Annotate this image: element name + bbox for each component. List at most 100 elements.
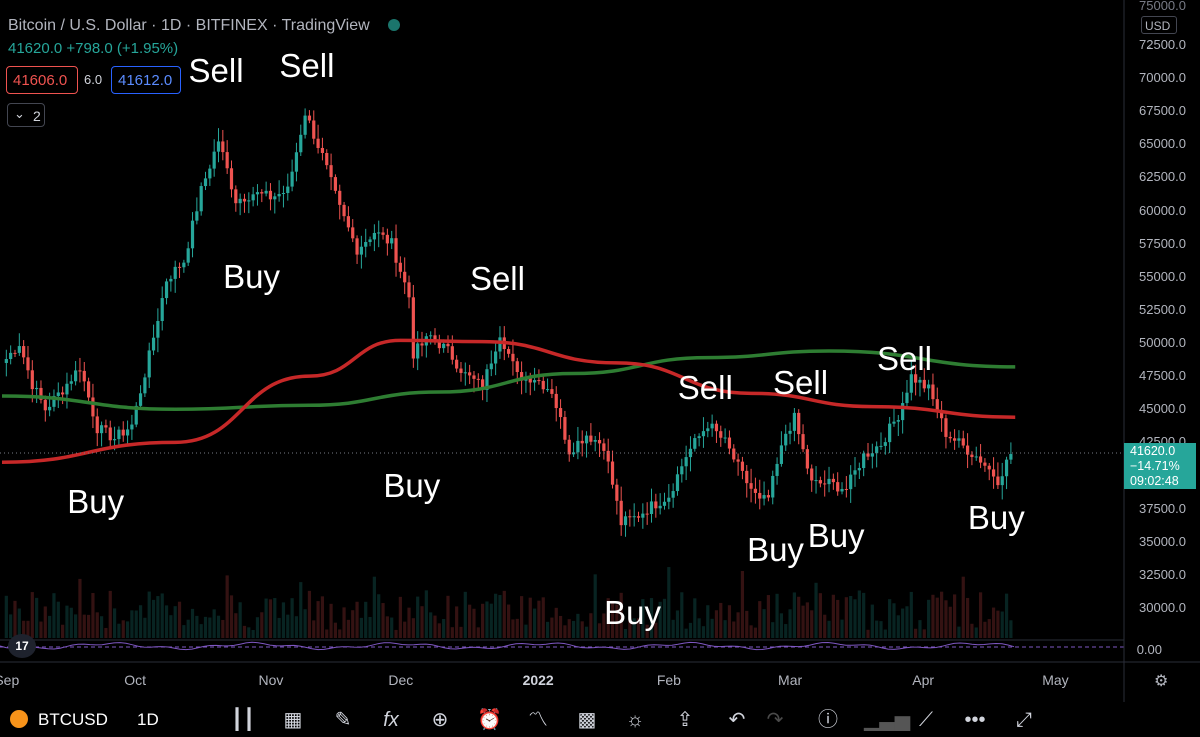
interval-button[interactable]: 1D: [137, 710, 159, 729]
volume-bar: [156, 596, 160, 638]
candle-body: [719, 431, 723, 438]
volume-bar: [970, 623, 974, 638]
symbol-legend[interactable]: Bitcoin / U.S. Dollar · 1D · BITFINEX · …: [8, 17, 401, 35]
current-price-label: 41620.0 −14.71% 09:02:48: [1124, 443, 1196, 489]
candle-body: [4, 359, 8, 363]
candle-body: [342, 204, 346, 217]
candle-body: [125, 429, 130, 436]
lightbulb-icon[interactable]: ☼: [625, 709, 645, 731]
volume-bar: [615, 604, 619, 638]
candle-body: [398, 262, 402, 272]
price-tick: 72500.0: [1139, 36, 1186, 52]
volume-bar: [377, 594, 381, 638]
volume-bar: [753, 627, 758, 638]
candle-body: [628, 516, 632, 518]
candle-body: [541, 380, 545, 390]
trend-lines-icon[interactable]: ⟋: [919, 709, 933, 731]
candle-body: [281, 193, 286, 195]
volume-bar: [9, 614, 13, 638]
symbol-title: Bitcoin / U.S. Dollar: [8, 17, 147, 34]
candles-icon[interactable]: ┃┃: [231, 709, 256, 731]
time-tick: Dec: [388, 672, 414, 688]
share-icon[interactable]: ⇪: [676, 709, 694, 731]
layout-grid-icon[interactable]: ▩: [577, 709, 597, 731]
indicators-toggle[interactable]: ⌄ 2: [7, 103, 45, 127]
currency-selector[interactable]: USD ⌄: [1141, 16, 1177, 51]
volume-bar: [528, 597, 532, 638]
drawing-pen-icon[interactable]: ✎: [334, 709, 352, 731]
volume-bar: [636, 618, 641, 638]
candle-body: [333, 177, 338, 191]
volume-bar: [78, 578, 82, 638]
candle-body: [277, 193, 281, 197]
candle-body: [866, 453, 870, 457]
candle-body: [307, 115, 312, 121]
candle-body: [325, 152, 329, 166]
volume-bar: [390, 617, 394, 638]
alarm-clock-icon[interactable]: ⏰: [477, 709, 502, 731]
fullscreen-expand-icon[interactable]: ⤢: [1016, 709, 1032, 731]
info-icon[interactable]: ⓘ: [818, 709, 838, 731]
price-tick: 55000.0: [1139, 268, 1186, 284]
candle-body: [225, 152, 229, 169]
settings-gear-icon[interactable]: ⚙: [1154, 673, 1169, 690]
volume-bar: [909, 591, 913, 638]
volume-bar: [1004, 593, 1009, 638]
volume-bar: [411, 618, 415, 638]
volume-bar: [857, 590, 861, 638]
ma-short-line: [1, 338, 1016, 464]
price-tick: 57500.0: [1139, 235, 1186, 251]
volume-bar: [476, 627, 480, 638]
volume-bar: [416, 596, 420, 638]
volume-bar: [896, 615, 900, 638]
candle-body: [203, 178, 208, 187]
candle-body: [831, 478, 835, 483]
candle-body: [931, 384, 935, 400]
bar-stats-icon[interactable]: ▁▃▅: [864, 709, 911, 731]
candle-body: [190, 220, 195, 249]
candle-body: [606, 450, 610, 462]
candle-body: [238, 198, 242, 204]
candle-body: [593, 439, 597, 442]
volume-bar: [472, 608, 476, 638]
volume-bar: [65, 605, 69, 638]
candle-body: [429, 335, 433, 337]
candle-body: [658, 505, 662, 509]
candle-body: [463, 372, 467, 374]
sell-annotation: Sell: [469, 260, 525, 298]
market-status-icon: [388, 19, 401, 31]
candle-body: [173, 266, 177, 279]
chart-compare-icon[interactable]: 〽: [528, 709, 548, 731]
candle-body: [407, 282, 411, 298]
undo-icon[interactable]: ↶: [728, 709, 746, 731]
buy-price-button[interactable]: 41612.0: [111, 66, 181, 94]
candle-body: [147, 350, 151, 378]
sell-price-button[interactable]: 41606.0: [6, 66, 78, 94]
volume-bar: [706, 605, 710, 638]
volume-bar: [987, 619, 991, 638]
volume-bar: [831, 594, 835, 638]
more-dots-icon[interactable]: •••: [964, 709, 986, 731]
add-plus-icon[interactable]: ⊕: [431, 709, 449, 731]
indicators-fx-icon[interactable]: fx: [383, 709, 399, 731]
candle-body: [273, 196, 277, 200]
candle-body: [346, 216, 350, 228]
candle-body: [563, 417, 567, 440]
candle-body: [667, 497, 671, 502]
candle-body: [688, 448, 693, 458]
volume-bar: [571, 620, 576, 638]
symbol-search-button[interactable]: BTCUSD: [38, 710, 108, 729]
candle-body: [216, 141, 221, 152]
bitcoin-icon: [10, 710, 28, 728]
sell-annotation: Sell: [677, 369, 733, 407]
volume-bar: [450, 627, 454, 638]
candle-body: [437, 340, 441, 349]
candle-body: [411, 297, 415, 359]
replay-calendar-icon[interactable]: ▦: [283, 709, 303, 731]
candle-body: [108, 427, 112, 441]
volume-bar: [346, 619, 350, 638]
volume-bar: [948, 606, 952, 638]
redo-icon[interactable]: ↷: [766, 709, 784, 731]
volume-bar: [991, 607, 996, 638]
